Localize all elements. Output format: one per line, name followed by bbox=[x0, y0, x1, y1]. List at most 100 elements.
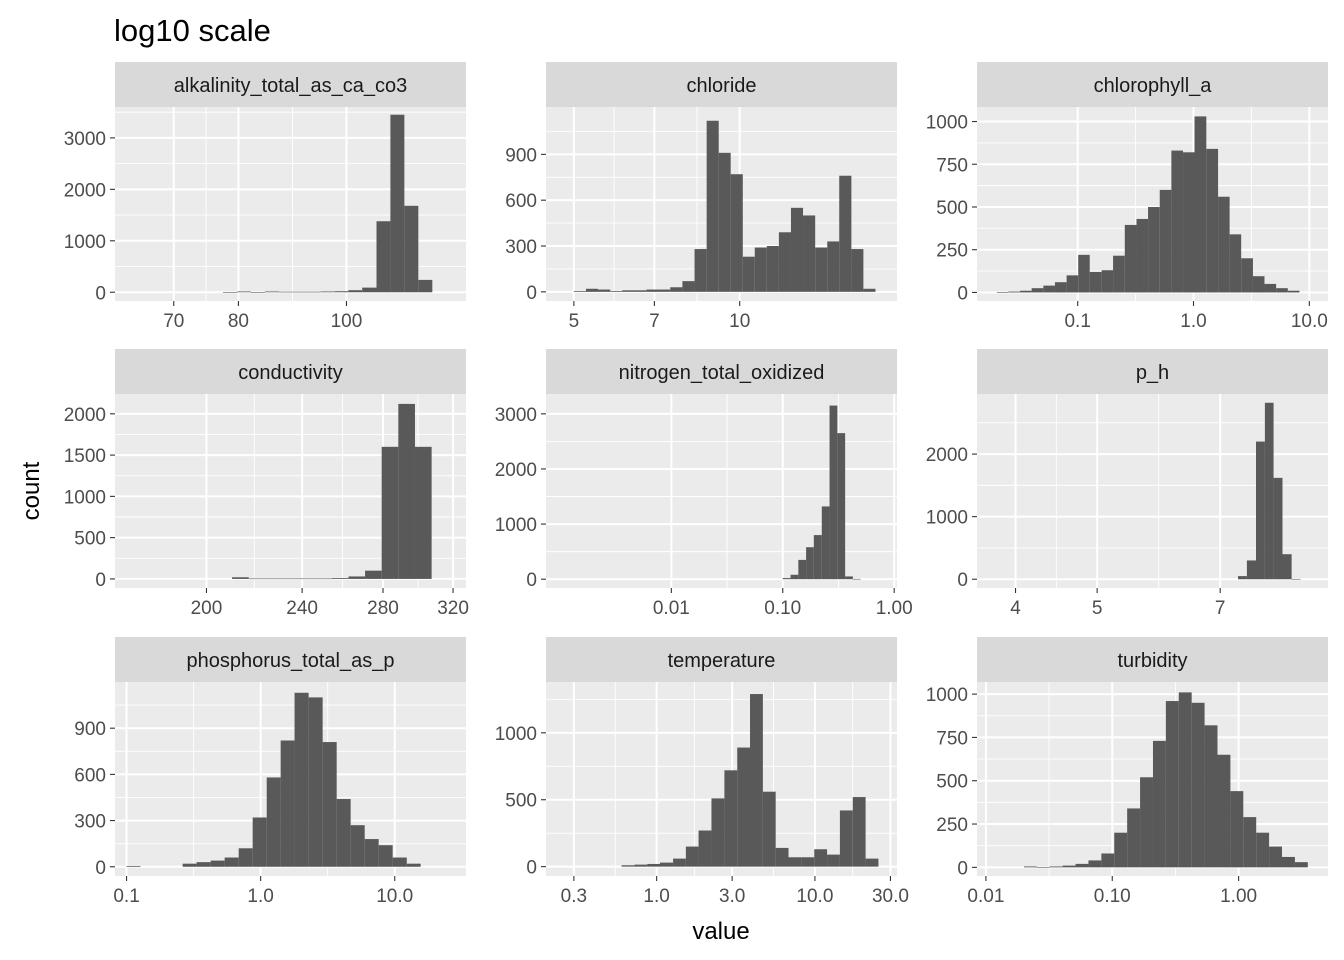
histogram-bar bbox=[1281, 856, 1295, 868]
histogram-bar bbox=[1269, 846, 1282, 868]
histogram-bar bbox=[224, 857, 239, 867]
histogram-bar bbox=[750, 694, 763, 867]
histogram-bar bbox=[196, 862, 211, 867]
x-tick-label: 280 bbox=[367, 598, 399, 619]
facet-strip bbox=[977, 62, 1328, 107]
histogram-bar bbox=[1031, 288, 1044, 293]
histogram-bar bbox=[1008, 291, 1021, 293]
y-tick-label: 1000 bbox=[495, 515, 537, 536]
histogram-bar bbox=[1023, 866, 1037, 868]
histogram-bar bbox=[827, 854, 840, 867]
histogram-bar bbox=[1148, 206, 1160, 293]
histogram-bar bbox=[788, 857, 802, 867]
histogram-bar bbox=[365, 570, 382, 579]
histogram-bar bbox=[1113, 255, 1125, 293]
histogram-bar bbox=[1241, 258, 1253, 293]
facet-panel: p_h 0 1000 2000 4 5 7 bbox=[926, 349, 1328, 619]
y-tick-label: 500 bbox=[936, 198, 968, 219]
y-tick-label: 0 bbox=[526, 283, 537, 304]
histogram-bar bbox=[996, 292, 1009, 293]
histogram-bar bbox=[647, 863, 660, 867]
histogram-bar bbox=[1273, 477, 1283, 580]
y-tick-label: 3000 bbox=[64, 129, 106, 150]
y-tick-label: 1000 bbox=[926, 685, 968, 706]
histogram-bar bbox=[724, 770, 738, 867]
histogram-bar bbox=[1264, 283, 1277, 293]
facet-strip-label: phosphorus_total_as_p bbox=[187, 650, 395, 672]
facet-strip bbox=[977, 637, 1328, 682]
histogram-bar bbox=[586, 288, 598, 292]
x-tick-label: 1.0 bbox=[643, 886, 669, 907]
x-tick-label: 10 bbox=[729, 311, 750, 332]
histogram-bar bbox=[737, 747, 751, 867]
histogram-bar bbox=[282, 578, 299, 580]
y-tick-label: 0 bbox=[526, 570, 537, 591]
y-tick-label: 750 bbox=[936, 728, 968, 749]
histogram-bar bbox=[292, 291, 307, 293]
facet-panel: temperature 0 500 1000 0.3 1.0 3.0 10.0 30.0 bbox=[495, 637, 909, 907]
facet-panel: turbidity 0 250 500 750 1000 0.01 0.10 1.00 bbox=[926, 637, 1328, 907]
histogram-bar bbox=[1287, 290, 1300, 293]
histogram-bar bbox=[863, 288, 876, 292]
histogram-bar bbox=[348, 290, 363, 293]
y-tick-label: 1000 bbox=[926, 508, 968, 529]
x-tick-label: 0.1 bbox=[1064, 311, 1090, 332]
histogram-bar bbox=[1127, 808, 1141, 868]
histogram-bar bbox=[698, 830, 712, 867]
y-tick-label: 2000 bbox=[495, 460, 537, 481]
y-tick-label: 750 bbox=[936, 155, 968, 176]
y-tick-label: 250 bbox=[936, 241, 968, 262]
x-tick-label: 10.0 bbox=[1291, 311, 1328, 332]
histogram-bar bbox=[376, 221, 391, 293]
y-tick-label: 1000 bbox=[926, 113, 968, 134]
y-tick-label: 2000 bbox=[64, 180, 106, 201]
y-tick-label: 0 bbox=[957, 858, 968, 879]
y-tick-label: 250 bbox=[936, 815, 968, 836]
facet-strip bbox=[546, 62, 897, 107]
x-tick-label: 30.0 bbox=[872, 886, 909, 907]
histogram-bar bbox=[1282, 554, 1292, 580]
histogram-bar bbox=[1062, 865, 1076, 868]
x-tick-label: 7 bbox=[1215, 598, 1226, 619]
histogram-bar bbox=[1089, 271, 1102, 293]
x-tick-label: 7 bbox=[649, 311, 660, 332]
histogram-bar bbox=[210, 860, 225, 867]
histogram-bar bbox=[706, 120, 719, 292]
histogram-bar bbox=[730, 174, 743, 292]
histogram-bar bbox=[782, 578, 791, 580]
histogram-bar bbox=[827, 241, 840, 292]
y-tick-label: 0 bbox=[95, 283, 106, 304]
x-tick-label: 0.01 bbox=[653, 598, 690, 619]
histogram-bar bbox=[813, 535, 822, 580]
histogram-bar bbox=[1218, 196, 1230, 293]
histogram-bar bbox=[265, 578, 283, 580]
histogram-bar bbox=[659, 862, 674, 867]
x-tick-label: 240 bbox=[286, 598, 318, 619]
histogram-bar bbox=[252, 817, 267, 867]
x-tick-label: 320 bbox=[437, 598, 469, 619]
histogram-bar bbox=[308, 697, 323, 867]
histogram-bar bbox=[1101, 270, 1114, 293]
histogram-bar bbox=[1238, 576, 1247, 580]
histogram-bar bbox=[364, 839, 379, 867]
x-tick-label: 0.10 bbox=[1094, 886, 1131, 907]
histogram-bar bbox=[1020, 290, 1032, 293]
histogram-bar bbox=[1291, 578, 1301, 580]
facet-strip-label: p_h bbox=[1136, 362, 1169, 384]
histogram-bar bbox=[1114, 832, 1128, 868]
y-tick-label: 600 bbox=[74, 765, 106, 786]
histogram-bar bbox=[1204, 725, 1218, 868]
histogram-bar bbox=[814, 849, 828, 867]
histogram-bar bbox=[742, 256, 755, 292]
y-tick-label: 900 bbox=[74, 719, 106, 740]
y-tick-label: 900 bbox=[505, 145, 537, 166]
histogram-bar bbox=[1152, 740, 1166, 868]
histogram-bar bbox=[839, 810, 853, 867]
y-tick-label: 0 bbox=[957, 283, 968, 304]
histogram-bar bbox=[126, 865, 141, 867]
x-axis-title: value bbox=[692, 918, 749, 945]
histogram-bar bbox=[1183, 152, 1195, 293]
histogram-bar bbox=[852, 578, 861, 580]
histogram-bar bbox=[711, 798, 725, 867]
histogram-bar bbox=[775, 847, 789, 867]
